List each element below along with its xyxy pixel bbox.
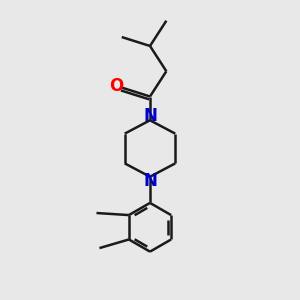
Text: N: N (143, 107, 157, 125)
Text: N: N (143, 172, 157, 190)
Text: O: O (109, 77, 123, 95)
